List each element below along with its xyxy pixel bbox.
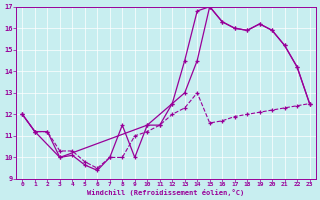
- X-axis label: Windchill (Refroidissement éolien,°C): Windchill (Refroidissement éolien,°C): [87, 189, 244, 196]
